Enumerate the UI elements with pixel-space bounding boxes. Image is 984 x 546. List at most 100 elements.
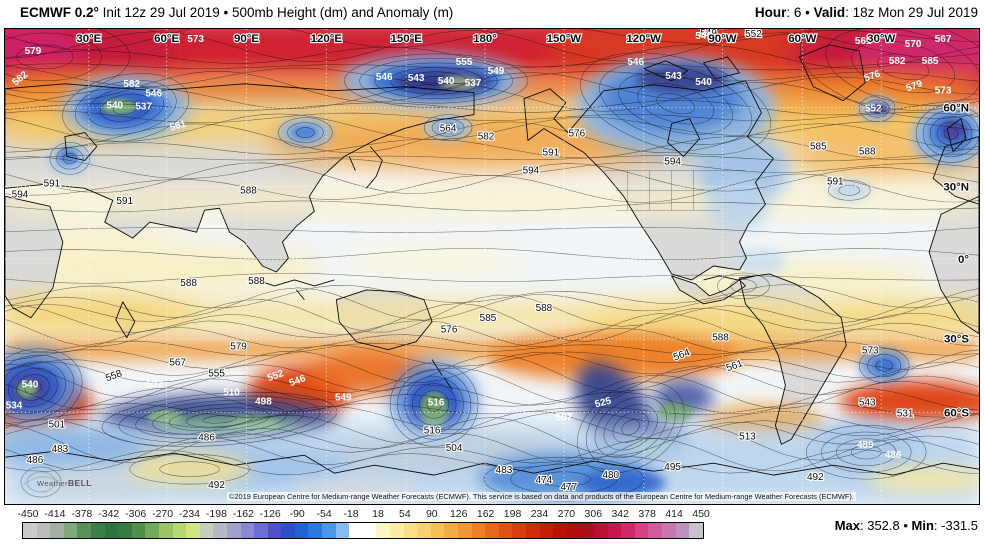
graticule-label: 180°	[473, 33, 497, 45]
colorbar-segment	[498, 523, 513, 538]
contour-label: 516	[428, 397, 445, 408]
colorbar-segment	[648, 523, 662, 538]
contour-label: 591	[827, 176, 844, 187]
colorbar-segment	[349, 523, 363, 538]
contour-label: 594	[523, 165, 540, 176]
contour-label: 534	[6, 400, 23, 411]
colorbar	[22, 522, 704, 539]
colorbar-segment	[525, 523, 540, 538]
colorbar-segment	[621, 523, 635, 538]
colorbar-segment	[512, 523, 526, 538]
contour-label: 495	[664, 462, 681, 473]
colorbar-segment	[104, 523, 119, 538]
contour-label: 579	[905, 78, 925, 94]
colorbar-segment	[362, 523, 377, 538]
colorbar-segment	[90, 523, 105, 538]
colorbar-segment	[158, 523, 173, 538]
contour-label: 585	[480, 313, 497, 324]
colorbar-segment	[390, 523, 404, 538]
colorbar-tick: 414	[665, 508, 683, 520]
graticule-label: 60°W	[788, 33, 816, 45]
colorbar-segment	[254, 523, 268, 538]
contour-label: 474	[536, 475, 553, 486]
contour-label: 531	[897, 408, 914, 419]
colorbar-segment	[322, 523, 336, 538]
colorbar-footer: -450 -414 -378 -342 -306 -270 -234 -198 -162 -126…	[0, 505, 984, 546]
colorbar-tick: -450	[17, 508, 39, 520]
colorbar-segment	[675, 523, 690, 538]
contour-label: 477	[561, 482, 578, 493]
contour-label: 582	[123, 79, 140, 90]
graticule-label: 30°W	[867, 33, 895, 45]
colorbar-segment	[240, 523, 255, 538]
contour-label: 594	[664, 156, 681, 167]
colorbar-segment	[580, 523, 594, 538]
contour-label: 486	[198, 432, 215, 443]
graticule-label: 30°N	[943, 181, 969, 193]
contour-label: 483	[496, 465, 513, 476]
colorbar-segment	[186, 523, 200, 538]
contour-label: 588	[248, 276, 265, 287]
contour-label: 579	[25, 46, 42, 57]
colorbar-segment	[485, 523, 499, 538]
contour-label: 525	[594, 395, 613, 410]
header-bar: ECMWF 0.2° Init 12z 29 Jul 2019 • 500mb …	[0, 0, 984, 28]
contour-label: 588	[712, 333, 729, 344]
contour-label: 507	[556, 412, 573, 423]
colorbar-tick: -162	[232, 508, 254, 520]
contour-label: 513	[739, 431, 756, 442]
graticule-label: 30°S	[944, 334, 969, 346]
colorbar-segment	[444, 523, 458, 538]
contour-label: 549	[695, 31, 712, 42]
graticule-label: 120°W	[626, 33, 661, 45]
colorbar-segment	[607, 523, 622, 538]
contour-label: 561	[855, 36, 872, 47]
colorbar-tick: 342	[611, 508, 629, 520]
colorbar-segment	[458, 523, 472, 538]
colorbar-tick: -378	[71, 508, 93, 520]
contour-label: 594	[12, 189, 29, 200]
graticule-label: 30°E	[76, 33, 101, 45]
copyright-text: ©2019 European Centre for Medium-range W…	[227, 492, 856, 501]
contour-label: 573	[935, 86, 952, 97]
contour-label: 546	[376, 72, 393, 83]
contour-label: 537	[135, 102, 152, 113]
colorbar-tick: -306	[125, 508, 147, 520]
colorbar-segment	[661, 523, 676, 538]
colorbar-tick: 234	[530, 508, 549, 520]
contour-label: 591	[543, 147, 560, 158]
contour-label: 546	[288, 373, 308, 389]
contour-label: 579	[230, 342, 247, 353]
graticule-label: 120°E	[311, 33, 343, 45]
contour-label: 552	[865, 104, 882, 115]
contour-label: 492	[208, 480, 225, 491]
contour-label: 537	[465, 78, 482, 89]
contour-label: 504	[446, 443, 463, 454]
graticule-label: 60°E	[154, 33, 179, 45]
colorbar-segment	[50, 523, 64, 538]
colorbar-segment	[63, 523, 78, 538]
colorbar-segment	[376, 523, 391, 538]
colorbar-segment	[689, 523, 703, 538]
graticule-label: 90°E	[234, 33, 259, 45]
graticule-label: 60°S	[944, 407, 969, 419]
contour-label: 576	[441, 325, 458, 336]
contour-label: 591	[44, 178, 61, 189]
colorbar-tick: -126	[259, 508, 281, 520]
colorbar-tick: 198	[503, 508, 522, 520]
colorbar-tick: -198	[205, 508, 227, 520]
colorbar-segment	[145, 523, 159, 538]
contour-label: 486	[27, 455, 44, 466]
contour-label: 564	[440, 124, 457, 135]
contour-label: 543	[859, 397, 876, 408]
contour-label: 540	[106, 101, 123, 112]
colorbar-segment	[593, 523, 608, 538]
contour-label: 546	[627, 57, 644, 68]
contour-label: 567	[169, 358, 186, 369]
contour-label: 501	[49, 419, 66, 430]
contour-label: 543	[665, 71, 682, 82]
weatherbell-logo-text: WeatherBELL	[37, 478, 92, 488]
contour-label: 573	[187, 34, 204, 45]
